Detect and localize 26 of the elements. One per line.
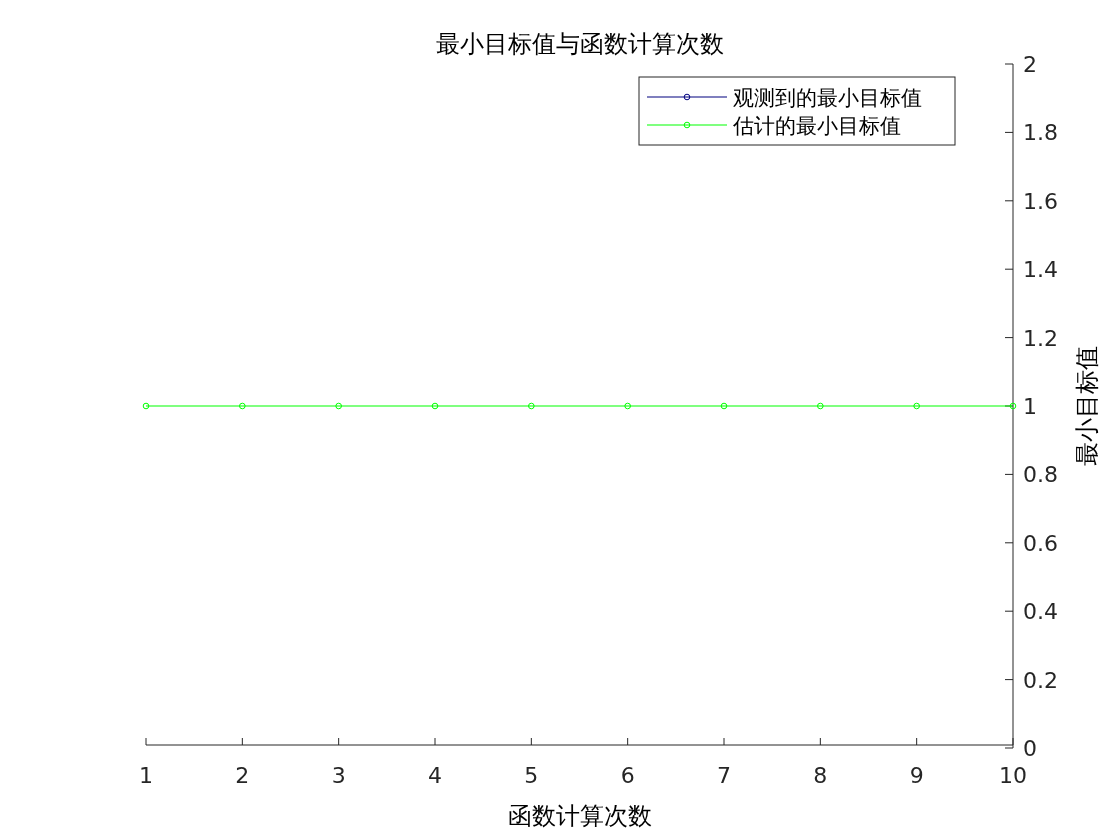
x-tick-label: 10	[999, 763, 1027, 788]
legend-label: 估计的最小目标值	[732, 114, 901, 138]
y-tick-label: 1.8	[1023, 120, 1058, 146]
x-tick-label: 4	[428, 763, 442, 788]
y-tick-label: 0	[1023, 736, 1037, 761]
x-tick-label: 9	[909, 763, 924, 788]
x-tick-label: 1	[139, 763, 153, 788]
y-tick-label: 0.8	[1023, 462, 1058, 488]
y-tick-label: 1	[1023, 394, 1037, 419]
y-tick-label: 0.2	[1023, 667, 1058, 693]
y-tick-label: 1.2	[1023, 325, 1058, 351]
x-tick-label: 7	[717, 763, 731, 788]
y-axis-title: 最小目标值	[1073, 346, 1101, 466]
legend-label: 观测到的最小目标值	[733, 86, 922, 110]
x-tick-label: 3	[331, 763, 346, 788]
x-tick-label: 2	[235, 763, 250, 788]
x-tick-label: 6	[620, 763, 635, 788]
y-tick-label: 0.4	[1023, 599, 1058, 625]
x-axis-title: 函数计算次数	[508, 802, 652, 830]
y-tick-label: 1.6	[1023, 188, 1058, 214]
y-tick-label: 0.6	[1023, 530, 1058, 556]
y-tick-label: 1.4	[1023, 257, 1058, 283]
y-tick-label: 2	[1023, 52, 1037, 77]
chart-title: 最小目标值与函数计算次数	[436, 30, 724, 58]
x-tick-label: 8	[813, 763, 828, 788]
x-tick-label: 5	[524, 763, 539, 788]
